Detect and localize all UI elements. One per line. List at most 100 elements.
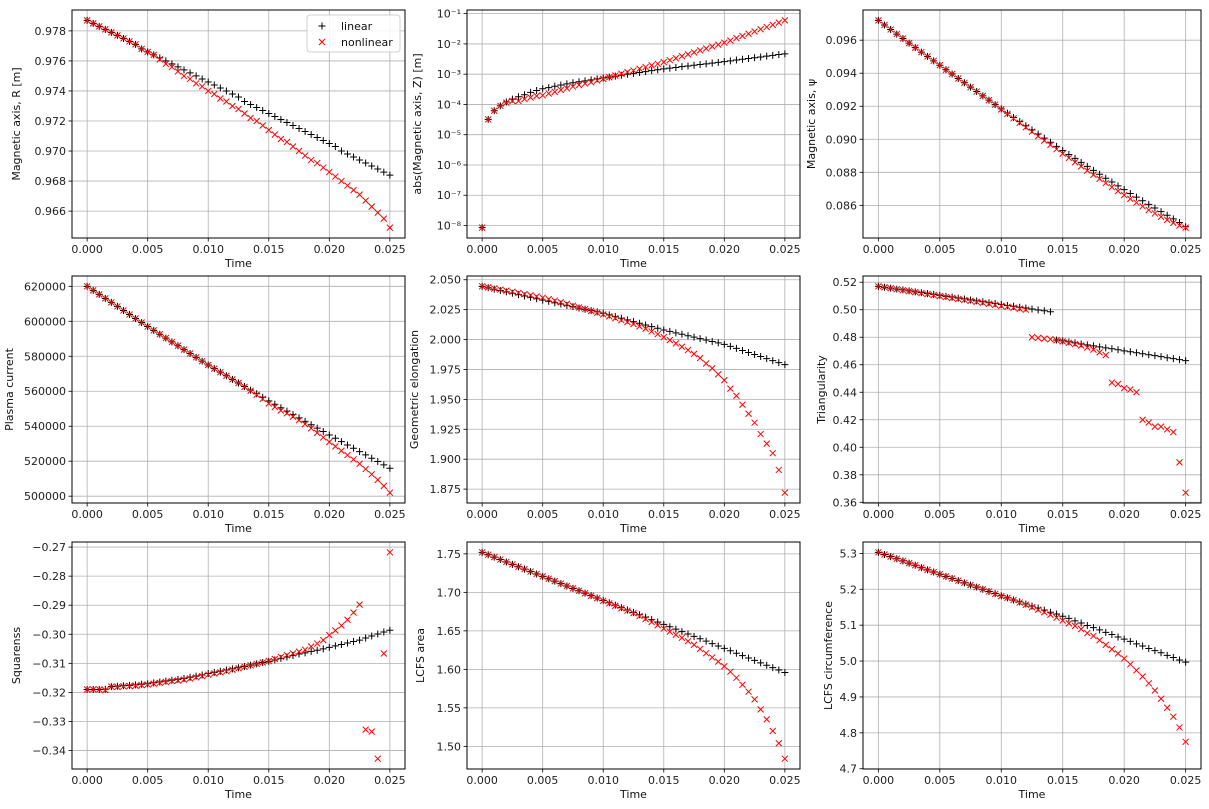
y-tick-label: 5.3 <box>840 547 858 560</box>
cross-data-point <box>204 671 212 679</box>
cross-data-point <box>313 159 321 167</box>
plus-data-point <box>569 303 577 311</box>
x-tick-label: 0.000 <box>466 774 498 787</box>
plus-data-point <box>313 424 321 432</box>
cross-data-point <box>684 346 692 354</box>
plus-data-point <box>132 681 140 689</box>
cross-data-point <box>265 657 273 665</box>
cross-data-point <box>521 565 528 573</box>
plus-data-point <box>1132 640 1140 648</box>
x-tick-label: 0.015 <box>648 243 680 256</box>
plus-data-point <box>1163 651 1171 659</box>
cross-data-point <box>973 88 981 95</box>
cross-data-point <box>126 38 133 45</box>
cross-data-point <box>1047 141 1054 149</box>
plus-data-point <box>1016 598 1024 606</box>
cross-data-point <box>581 589 589 597</box>
y-tick-label: 1.75 <box>437 548 462 561</box>
x-axis-label: Time <box>619 257 647 270</box>
plus-data-point <box>350 638 358 646</box>
cross-data-point <box>881 551 888 558</box>
plus-data-point <box>1108 178 1116 186</box>
cross-data-point <box>593 77 601 84</box>
x-tick-label: 0.005 <box>527 508 559 521</box>
plus-data-point <box>204 78 212 86</box>
plus-data-point <box>1083 622 1091 630</box>
plus-data-point <box>331 434 339 442</box>
cross-data-point <box>781 489 789 497</box>
cross-data-point <box>1016 305 1024 313</box>
cross-data-point <box>313 429 321 437</box>
cross-data-point <box>319 636 327 644</box>
cross-data-point <box>557 298 565 306</box>
cross-data-point <box>283 138 291 146</box>
cross-data-point <box>593 594 601 602</box>
x-tick-label: 0.010 <box>587 774 619 787</box>
x-tick-label: 0.020 <box>709 774 741 787</box>
plus-data-point <box>1046 308 1054 316</box>
cross-data-point <box>624 68 631 76</box>
cross-data-point <box>1176 724 1183 731</box>
cross-data-point <box>618 604 625 612</box>
cross-data-point <box>156 56 164 63</box>
plus-data-point <box>265 109 273 117</box>
cross-data-point <box>905 287 913 295</box>
cross-data-point <box>380 482 388 490</box>
plus-data-point <box>738 652 746 660</box>
x-tick-label: 0.010 <box>986 508 1018 521</box>
cross-data-point <box>1163 704 1171 712</box>
cross-data-point <box>386 548 394 556</box>
x-tick-label: 0.020 <box>709 508 741 521</box>
plus-data-point <box>1059 612 1067 620</box>
cross-data-point <box>338 622 345 629</box>
cross-data-point <box>144 323 152 330</box>
cross-data-point <box>1169 428 1177 436</box>
x-tick-label: 0.000 <box>466 508 498 521</box>
cross-data-point <box>332 627 339 634</box>
cross-data-point <box>769 21 777 29</box>
axes-frame <box>862 541 1202 770</box>
cross-data-point <box>150 51 158 59</box>
cross-data-point <box>192 80 200 87</box>
plus-data-point <box>289 122 297 130</box>
cross-data-point <box>991 101 999 108</box>
cross-data-point <box>630 67 637 74</box>
y-tick-label: 1.975 <box>430 363 462 376</box>
plus-data-point <box>630 608 637 616</box>
series-1-series <box>874 282 1190 365</box>
cross-data-point <box>1047 611 1054 619</box>
plus-data-point <box>1040 307 1048 315</box>
plus-data-point <box>1065 338 1073 346</box>
cross-data-point <box>702 649 710 657</box>
cross-data-point <box>569 302 577 310</box>
series-1-series <box>83 282 394 472</box>
subplot-3: 0.000 0.005 0.010 0.015 0.020 0.025 0.086 0.088… <box>805 9 1202 270</box>
cross-data-point <box>991 590 999 598</box>
cross-data-point <box>763 23 771 31</box>
cross-data-point <box>985 300 993 308</box>
series-2-series <box>875 549 1189 746</box>
plus-data-point <box>502 288 510 296</box>
cross-data-point <box>781 17 789 24</box>
cross-data-point <box>216 368 224 376</box>
plus-data-point <box>192 672 200 680</box>
plus-data-point <box>216 667 224 675</box>
plus-data-point <box>1120 186 1128 194</box>
cross-data-point <box>745 410 752 418</box>
cross-data-point <box>930 291 938 299</box>
cross-data-point <box>720 376 728 384</box>
cross-data-point <box>551 297 559 305</box>
plus-data-point <box>1077 158 1085 166</box>
cross-data-point <box>1102 351 1110 359</box>
cross-data-point <box>1004 303 1011 311</box>
cross-data-point <box>174 342 182 350</box>
cross-data-point <box>216 669 224 676</box>
plus-data-point <box>557 81 565 89</box>
x-tick-label: 0.015 <box>648 508 680 521</box>
plus-data-point <box>738 55 746 63</box>
plus-data-point <box>1096 343 1104 351</box>
axes-frame <box>466 541 801 770</box>
x-tick-label: 0.025 <box>769 508 801 521</box>
cross-data-point <box>241 383 248 391</box>
cross-data-point <box>368 728 376 736</box>
